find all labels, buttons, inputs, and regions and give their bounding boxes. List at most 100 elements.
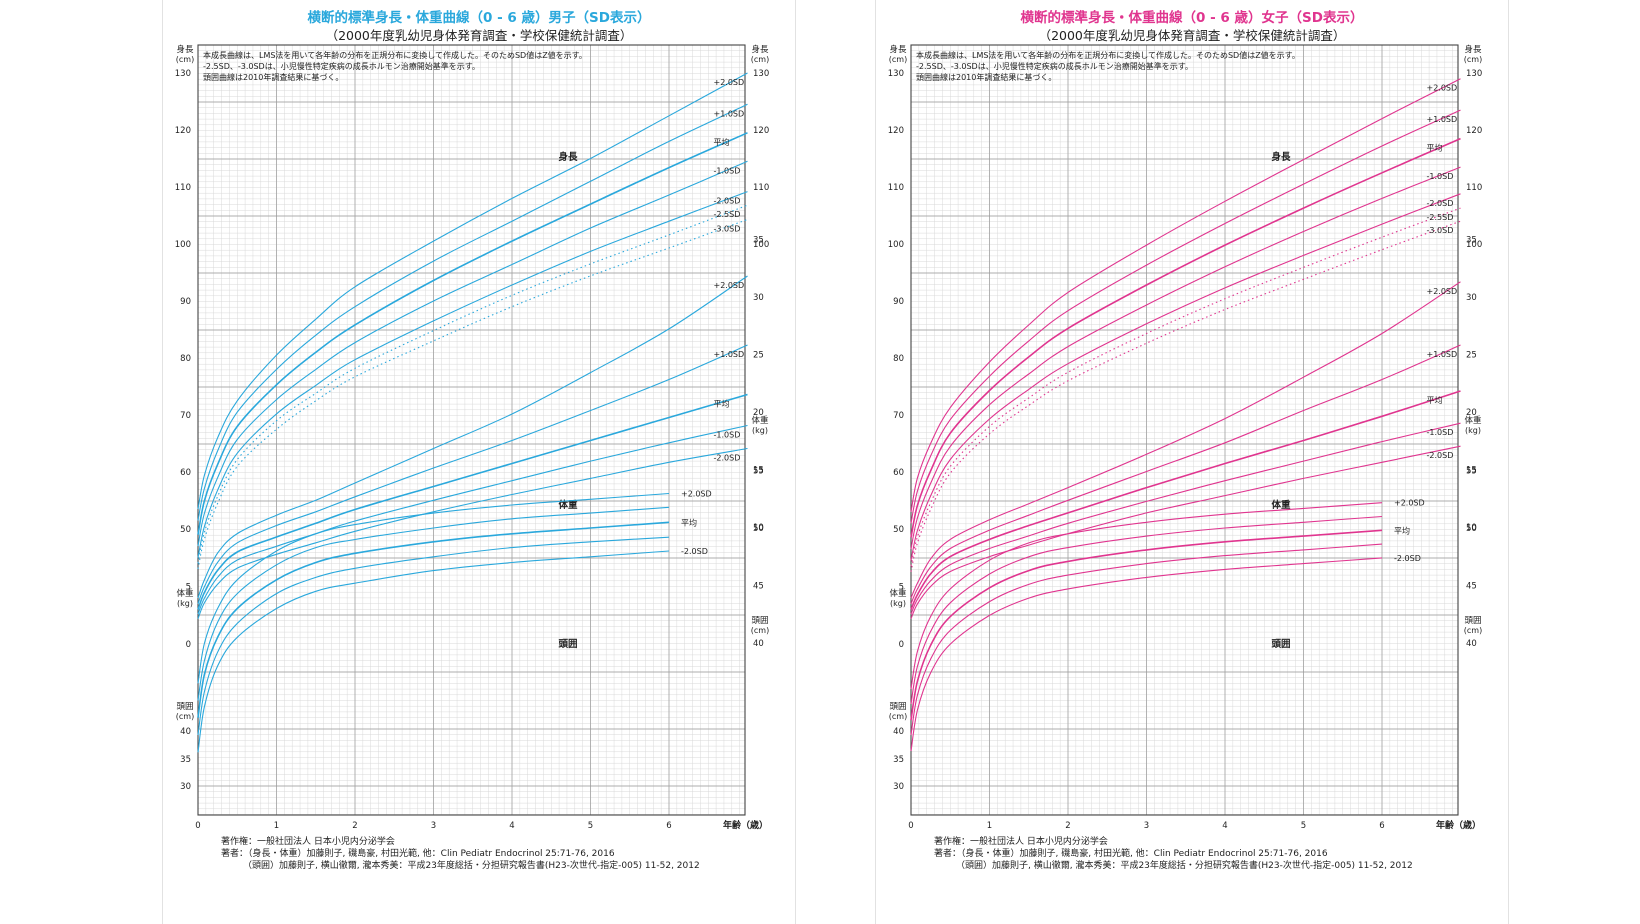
height-tick-label: 35	[180, 755, 191, 765]
height-tick-label-right: 120	[753, 126, 769, 136]
weight-axis-unit-right: (kg)	[1465, 426, 1481, 435]
weight-tick-label-right: 35	[753, 236, 764, 246]
head-tick-label-right: 45	[1466, 582, 1477, 592]
head-line-1	[910, 515, 1383, 704]
weight-tick-label-right: 10	[1466, 523, 1477, 533]
x-tick-label: 1	[987, 821, 992, 831]
height-line-3	[910, 166, 1461, 550]
chart-note: 頭囲曲線は2010年調査結果に基づく。	[916, 72, 1056, 82]
height-series-label: -3.0SD	[1427, 226, 1454, 235]
weight-series-label: -2.0SD	[714, 454, 741, 463]
section-label-head: 頭囲	[558, 639, 577, 650]
height-line-0	[197, 72, 748, 510]
x-tick-label: 3	[431, 821, 436, 831]
height-axis-unit: (cm)	[889, 55, 907, 64]
grid	[910, 44, 1458, 815]
plot-frame	[197, 44, 746, 816]
height-series-label: -2.5SD	[1427, 213, 1454, 222]
height-series-label: 平均	[1427, 143, 1443, 153]
height-tick-label-right: 110	[1466, 183, 1482, 193]
weight-line-3	[197, 424, 748, 615]
x-tick-label: 6	[1379, 821, 1384, 831]
height-tick-label: 130	[175, 69, 191, 79]
head-tick-label-right: 50	[753, 524, 764, 534]
height-tick-label: 100	[888, 240, 904, 250]
height-tick-label: 30	[180, 782, 191, 792]
weight-line-3	[910, 422, 1461, 615]
weight-series-label: 平均	[1427, 395, 1443, 405]
age-axis-label: 年齢（歳）	[1436, 819, 1481, 831]
weight-series-label: +1.0SD	[714, 350, 745, 359]
height-tick-label: 40	[893, 727, 904, 737]
x-tick-label: 0	[908, 821, 913, 831]
height-line-4	[197, 191, 748, 558]
height-tick-label: 80	[893, 354, 904, 364]
height-tick-label: 50	[893, 525, 904, 535]
weight-series-label: -1.0SD	[1427, 428, 1454, 437]
head-axis-label: 頭囲	[176, 702, 193, 712]
section-label-height: 身長	[1271, 151, 1291, 163]
head-axis-unit-right: (cm)	[1464, 626, 1482, 635]
age-axis-label: 年齢（歳）	[723, 819, 768, 831]
weight-axis-unit: (kg)	[177, 599, 193, 608]
height-tick-label: 60	[180, 468, 191, 478]
height-tick-label: 120	[175, 126, 191, 136]
head-line-3	[197, 536, 670, 736]
section-label-head: 頭囲	[1271, 639, 1290, 650]
weight-line-1	[910, 344, 1461, 605]
head-tick-label-right: 55	[1466, 467, 1477, 477]
weight-tick-label-right: 15	[753, 466, 764, 476]
head-series-label: +2.0SD	[681, 490, 712, 499]
chart-note: -2.5SD、-3.0SDは、小児慢性特定疾病の成長ホルモン治療開始基準を示す。	[916, 61, 1193, 71]
credit-line-3: （頭囲）加藤則子, 横山徹爾, 瀧本秀美：平成23年度総括・分担研究報告書(H2…	[956, 861, 1413, 871]
head-line-4	[197, 550, 670, 753]
female-growth-chart-panel: 横断的標準身長・体重曲線（0 - 6 歳）女子（SD表示） （2000年度乳幼児…	[876, 0, 1508, 924]
height-axis-label: 身長	[889, 44, 907, 55]
height-tick-label-right: 130	[1466, 69, 1482, 79]
height-line-6	[910, 220, 1461, 572]
weight-series-label: -1.0SD	[714, 431, 741, 440]
height-tick-label-right: 100	[753, 240, 769, 250]
section-label-height: 身長	[558, 151, 578, 163]
weight-series-label: +1.0SD	[1427, 350, 1458, 359]
weight-series-label: +2.0SD	[714, 281, 745, 290]
weight-tick-label-right: 20	[753, 408, 764, 418]
weight-tick-label-right: 25	[753, 351, 764, 361]
head-axis-label: 頭囲	[889, 702, 906, 712]
weight-tick-label: 5	[899, 583, 904, 593]
section-label-weight: 体重	[1271, 499, 1291, 511]
weight-tick-label-right: 20	[1466, 408, 1477, 418]
height-axis-unit-right: (cm)	[1464, 55, 1482, 64]
weight-axis-label-right: 体重	[1464, 415, 1482, 426]
head-tick-label-right: 50	[1466, 524, 1477, 534]
weight-tick-label-right: 30	[753, 293, 764, 303]
weight-series-label: 平均	[714, 398, 730, 408]
height-tick-label: 30	[893, 782, 904, 792]
height-series-label: +2.0SD	[1427, 84, 1458, 93]
head-line-0	[910, 502, 1383, 690]
height-tick-label: 90	[180, 297, 191, 307]
head-line-1	[197, 506, 670, 701]
weight-tick-label-right: 10	[753, 523, 764, 533]
head-axis-label-right: 頭囲	[751, 616, 768, 626]
weight-axis-unit: (kg)	[890, 599, 906, 608]
chart-subtitle: （2000年度乳幼児身体発育調査・学校保健統計調査）	[325, 28, 633, 43]
weight-tick-label: 5	[186, 583, 191, 593]
height-series-label: 平均	[714, 137, 730, 147]
height-tick-label: 50	[180, 525, 191, 535]
female-growth-chart: 本成長曲線は、LMS法を用いて各年齢の分布を正規分布に変換して作成した。そのため…	[888, 44, 1482, 831]
height-tick-label: 110	[175, 183, 191, 193]
credit-line-3: （頭囲）加藤則子, 横山徹爾, 瀧本秀美：平成23年度総括・分担研究報告書(H2…	[243, 861, 700, 871]
x-tick-label: 3	[1144, 821, 1149, 831]
height-tick-label-right: 130	[753, 69, 769, 79]
head-axis-unit: (cm)	[176, 712, 194, 721]
head-axis-unit-right: (cm)	[751, 626, 769, 635]
weight-tick-label-right: 35	[1466, 236, 1477, 246]
height-tick-label: 70	[893, 411, 904, 421]
head-tick-label-right: 40	[753, 639, 764, 649]
height-tick-label: 80	[180, 354, 191, 364]
head-tick-label-right: 40	[1466, 639, 1477, 649]
section-label-weight: 体重	[558, 499, 578, 511]
weight-axis-label: 体重	[176, 588, 194, 599]
weight-tick-label-right: 25	[1466, 351, 1477, 361]
